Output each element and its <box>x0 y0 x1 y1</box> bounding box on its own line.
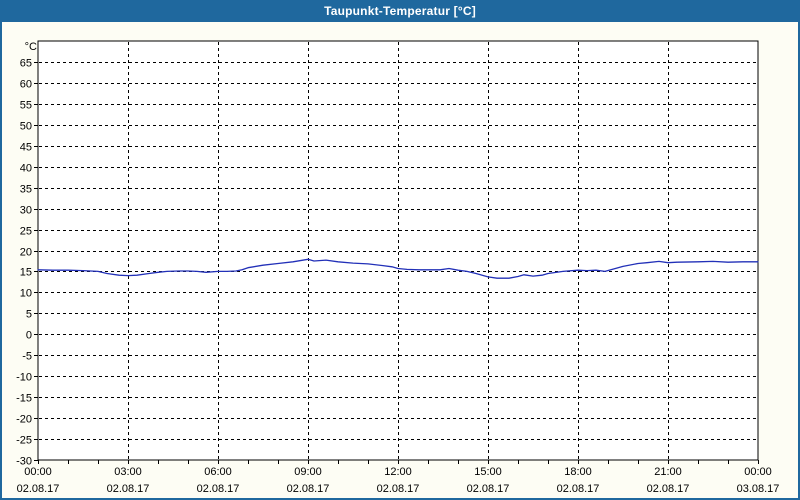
y-tick-label: 15 <box>20 267 32 279</box>
y-tick-label: 55 <box>20 100 32 112</box>
y-tick-label: 5 <box>26 309 32 321</box>
y-tick-label: 35 <box>20 184 32 196</box>
x-tick-date-label: 02.08.17 <box>287 483 330 495</box>
window-title: Taupunkt-Temperatur [°C] <box>324 4 476 18</box>
series-line <box>37 258 759 279</box>
y-tick-label: 60 <box>20 79 32 91</box>
x-tick-date-label: 03.08.17 <box>737 483 780 495</box>
x-tick-time-label: 12:00 <box>384 466 412 478</box>
y-tick-label: -15 <box>16 393 32 405</box>
y-tick-label: 20 <box>20 247 32 259</box>
x-tick-time-label: 18:00 <box>564 466 592 478</box>
x-tick-time-label: 09:00 <box>294 466 322 478</box>
x-tick-date-label: 02.08.17 <box>647 483 690 495</box>
x-tick-date-label: 02.08.17 <box>17 483 60 495</box>
chart-area: 65 60 55 50 45 40 35 30 25 20 15 10 5 0 -5 -10 -15 -20 -25… <box>2 22 798 498</box>
y-tick-label: 40 <box>20 163 32 175</box>
x-tick-date-label: 02.08.17 <box>557 483 600 495</box>
x-tick-time-label: 06:00 <box>204 466 232 478</box>
x-tick-time-label: 15:00 <box>474 466 502 478</box>
y-tick-label: 10 <box>20 288 32 300</box>
x-tick-date-label: 02.08.17 <box>377 483 420 495</box>
y-tick-label: 65 <box>20 58 32 70</box>
y-tick-label: -30 <box>16 456 32 468</box>
window-titlebar: Taupunkt-Temperatur [°C] <box>2 0 798 22</box>
y-tick-label: -25 <box>16 435 32 447</box>
x-tick-date-label: 02.08.17 <box>107 483 150 495</box>
y-tick-label: 0 <box>26 330 32 342</box>
x-tick-time-label: 03:00 <box>114 466 142 478</box>
y-tick-label: -10 <box>16 372 32 384</box>
x-tick-time-label: 21:00 <box>654 466 682 478</box>
x-tick-date-label: 02.08.17 <box>467 483 510 495</box>
y-tick-label: 45 <box>20 142 32 154</box>
y-tick-label: 50 <box>20 121 32 133</box>
x-tick-time-label: 00:00 <box>744 466 772 478</box>
x-tick-time-label: 00:00 <box>24 466 52 478</box>
y-tick-label: 25 <box>20 226 32 238</box>
line-chart-svg: 65605550454035302520151050-5-10-15-20-25… <box>16 40 780 495</box>
x-tick-date-label: 02.08.17 <box>197 483 240 495</box>
y-tick-label: -20 <box>16 414 32 426</box>
y-tick-label: 30 <box>20 205 32 217</box>
y-axis-unit-label: °C <box>25 41 37 53</box>
y-tick-label: -5 <box>22 351 32 363</box>
